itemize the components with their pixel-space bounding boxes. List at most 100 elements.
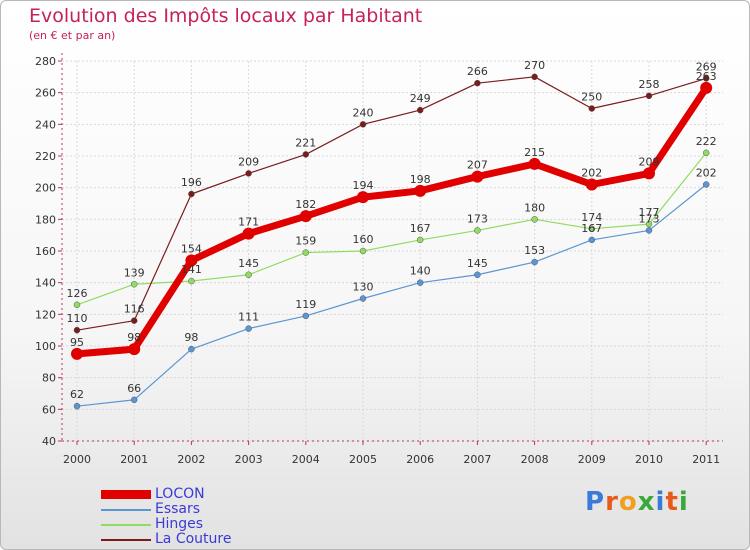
logo-letter: t: [665, 487, 679, 517]
data-label-locon: 263: [696, 70, 717, 83]
y-tick-label: 40: [42, 435, 56, 448]
x-tick-label: 2001: [120, 453, 148, 466]
data-label-essars: 119: [295, 298, 316, 311]
data-labels: 62 66 98 111 119 130 140 145 153 167 173 202 126 139 1…: [67, 59, 717, 401]
data-point-locon: [700, 81, 713, 94]
data-label-hinges: 126: [67, 287, 88, 300]
y-tick-label: 200: [35, 182, 56, 195]
data-point-essars: [245, 325, 252, 332]
data-point-hinges: [302, 249, 310, 256]
data-point-essars: [474, 271, 481, 278]
data-label-la-couture: 240: [353, 106, 374, 119]
data-point-hinges: [531, 216, 538, 223]
y-tick-label: 80: [42, 372, 56, 385]
data-label-hinges: 173: [467, 212, 488, 225]
data-point-la-couture: [73, 326, 81, 334]
data-point-locon: [643, 167, 655, 180]
data-point-locon: [185, 254, 198, 267]
logo-letter: x: [637, 487, 656, 517]
data-point-hinges: [359, 247, 367, 255]
chart-title: Evolution des Impôts locaux par Habitant: [29, 5, 423, 27]
logo-letter: i: [655, 487, 666, 517]
data-label-locon: 198: [410, 173, 431, 186]
data-label-hinges: 145: [238, 257, 259, 270]
data-label-la-couture: 110: [67, 312, 88, 325]
data-point-essars: [702, 181, 710, 188]
data-point-la-couture: [531, 73, 538, 81]
data-point-locon: [528, 157, 541, 170]
data-label-la-couture: 270: [524, 59, 545, 72]
data-point-la-couture: [474, 79, 481, 87]
y-tick-label: 260: [35, 87, 56, 100]
data-label-locon: 182: [295, 198, 316, 211]
y-tick-label: 180: [35, 213, 56, 226]
data-point-essars: [588, 236, 596, 244]
data-label-locon: 207: [467, 159, 488, 172]
data-label-essars: 111: [238, 311, 259, 324]
data-point-hinges: [474, 227, 481, 234]
data-point-la-couture: [359, 121, 367, 128]
data-point-hinges: [416, 236, 424, 244]
logo-letter: o: [618, 487, 638, 517]
data-point-locon: [71, 347, 83, 360]
data-point-locon: [242, 227, 255, 240]
x-tick-label: 2005: [349, 453, 377, 466]
data-label-hinges: 160: [353, 233, 374, 246]
logo-letter: P: [585, 487, 606, 517]
x-tick-label: 2003: [235, 453, 263, 466]
legend-label-hinges: Hinges: [155, 516, 204, 532]
x-tick-label: 2011: [692, 453, 720, 466]
data-label-essars: 140: [410, 265, 431, 278]
data-label-la-couture: 221: [295, 136, 316, 149]
data-point-locon: [585, 178, 598, 191]
data-label-hinges: 174: [581, 211, 602, 224]
data-label-essars: 202: [696, 167, 717, 180]
y-tick-label: 100: [35, 340, 56, 353]
axes: 40 60 80 100 120 140 160 180 200 220 240 260 280 2000…: [35, 53, 723, 466]
data-point-la-couture: [245, 170, 252, 177]
data-label-essars: 130: [353, 281, 374, 294]
series-line-la-couture: [76, 76, 707, 331]
x-tick-label: 2006: [406, 453, 434, 466]
y-tick-label: 60: [42, 403, 56, 416]
data-point-essars: [416, 279, 424, 286]
x-tick-label: 2008: [521, 453, 549, 466]
data-label-hinges: 141: [181, 263, 202, 276]
x-tick-label: 2002: [177, 453, 205, 466]
data-label-hinges: 177: [639, 206, 660, 219]
data-label-la-couture: 258: [639, 78, 660, 91]
logo-letter: r: [605, 487, 619, 517]
data-point-essars: [188, 345, 195, 353]
data-point-essars: [302, 312, 310, 320]
data-point-la-couture: [130, 317, 138, 324]
legend-label-locon: LOCON: [155, 486, 205, 502]
data-label-la-couture: 269: [696, 60, 717, 73]
y-tick-label: 240: [35, 118, 56, 131]
legend-swatch-la-couture: [101, 539, 151, 541]
data-label-essars: 167: [581, 222, 602, 235]
data-point-la-couture: [588, 105, 596, 112]
data-point-hinges: [188, 277, 195, 285]
data-point-locon: [357, 191, 369, 204]
y-tick-label: 140: [35, 277, 56, 290]
y-tick-label: 120: [35, 308, 56, 321]
legend-swatch-hinges: [101, 524, 151, 526]
series-line-locon: [76, 85, 710, 358]
x-tick-label: 2009: [578, 453, 606, 466]
data-point-la-couture: [645, 92, 653, 100]
data-point-hinges: [588, 225, 596, 233]
data-label-essars: 145: [467, 257, 488, 270]
data-point-hinges: [73, 301, 81, 309]
data-point-locon: [414, 184, 427, 197]
logo-letter: i: [678, 487, 689, 517]
data-point-la-couture: [188, 190, 195, 198]
legend-swatch-essars: [101, 509, 151, 511]
data-label-essars: 62: [70, 388, 84, 401]
data-label-locon: 171: [238, 216, 259, 229]
data-label-hinges: 159: [295, 235, 316, 248]
data-point-essars: [359, 295, 367, 302]
x-tick-label: 2010: [635, 453, 663, 466]
y-tick-label: 280: [35, 55, 56, 68]
